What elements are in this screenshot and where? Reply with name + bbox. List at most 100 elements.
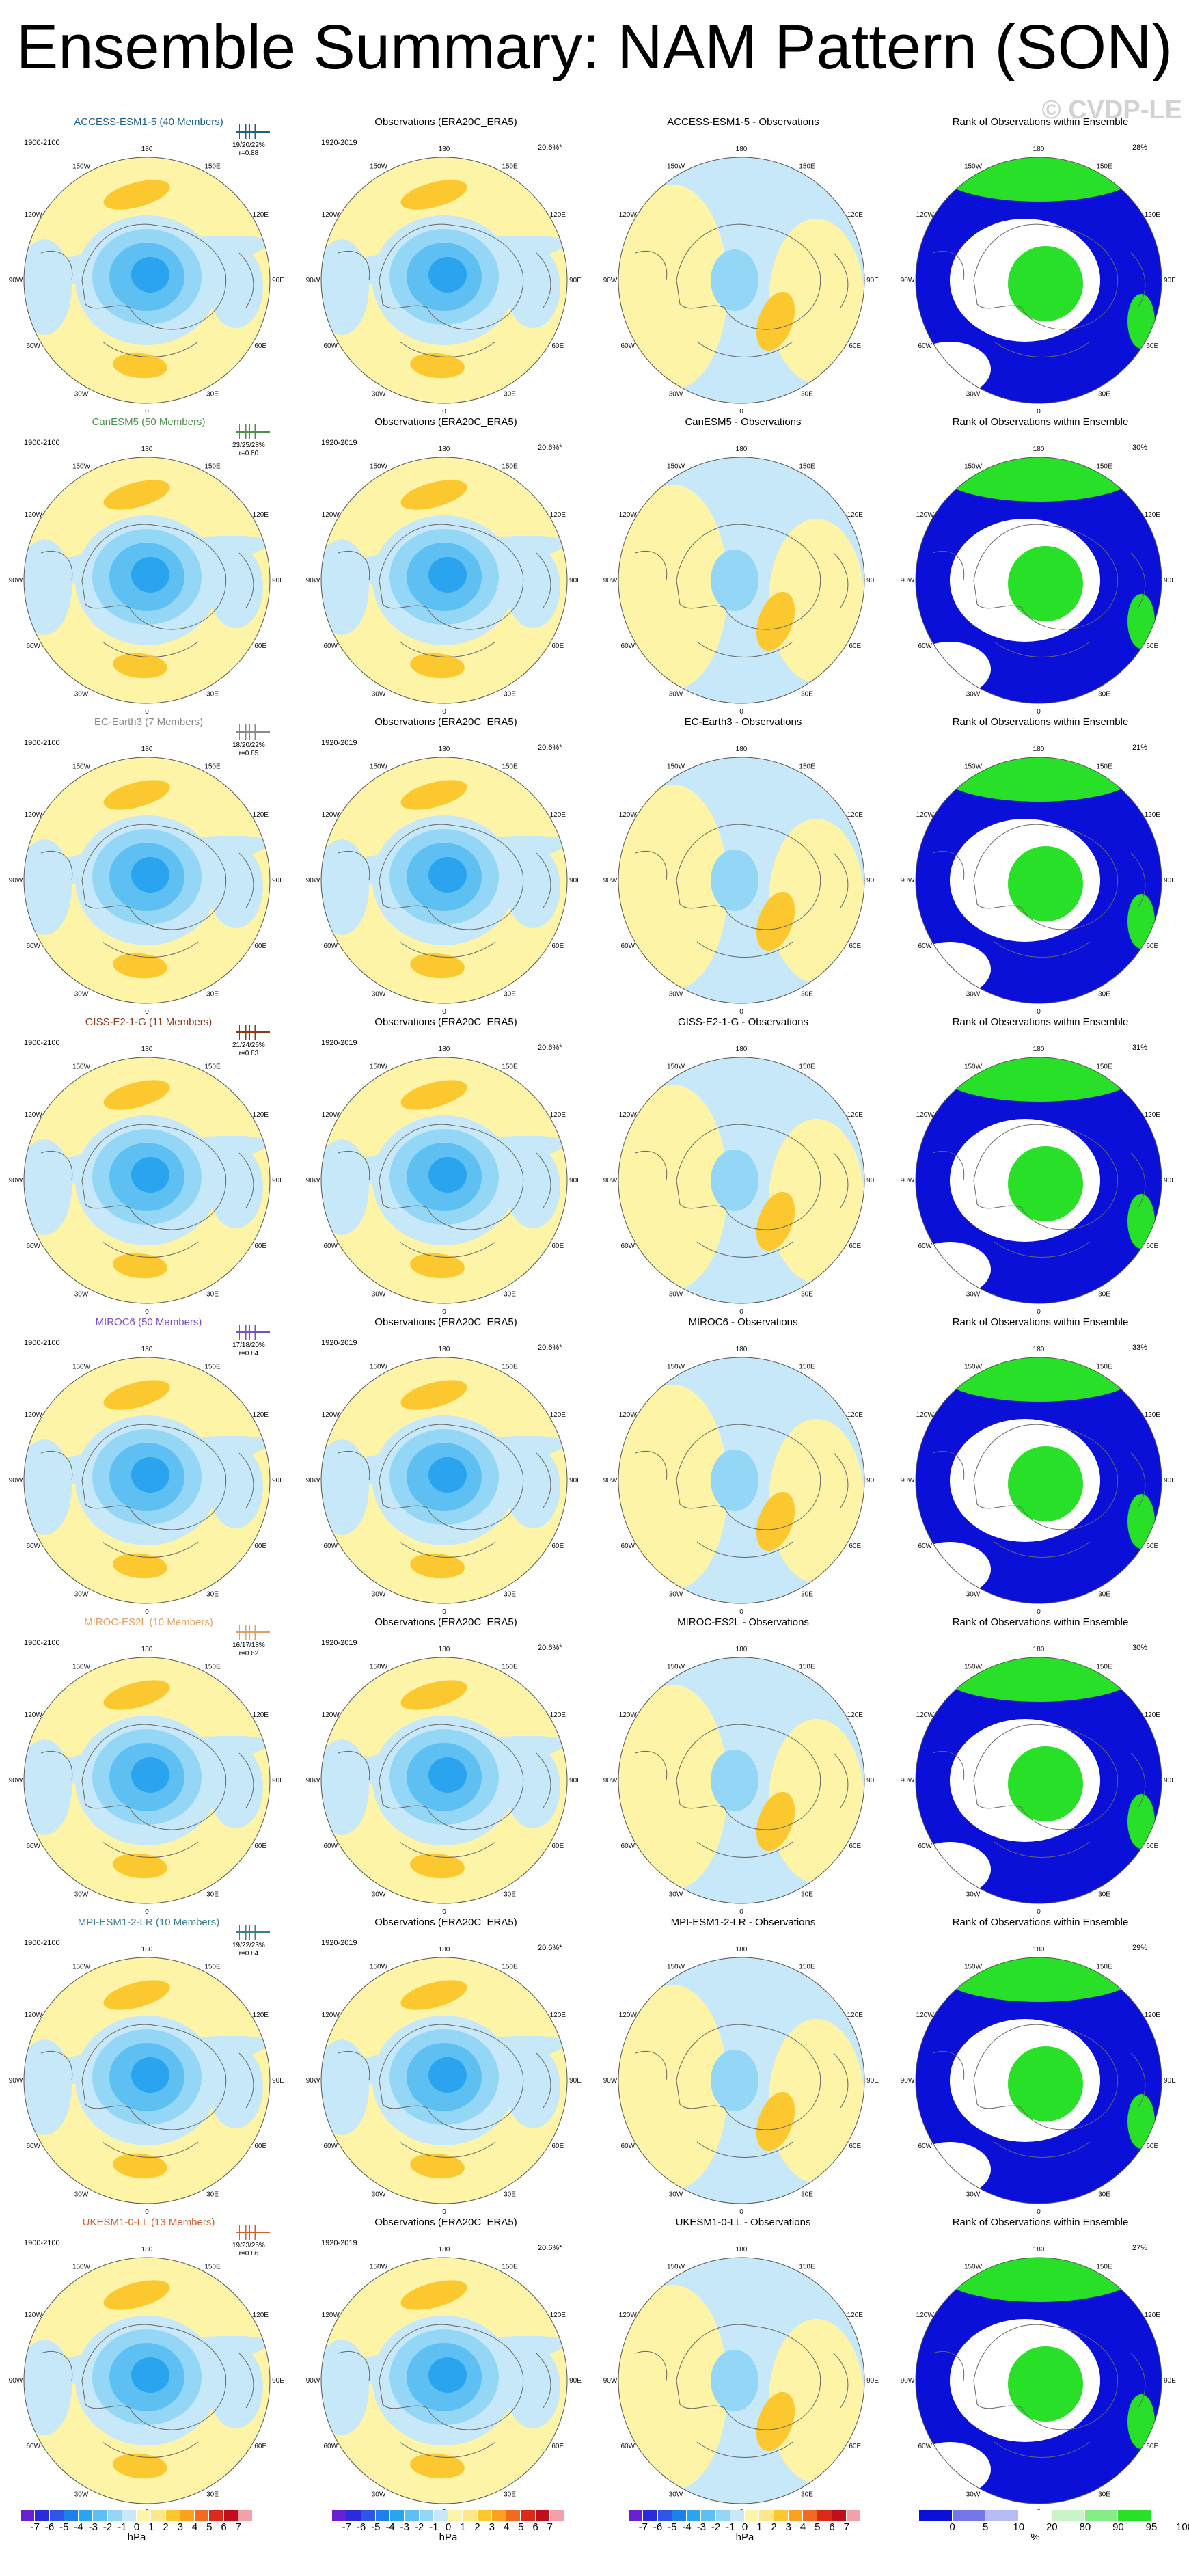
lon-label-e120: 120E — [550, 811, 566, 819]
lon-label-e90: 90E — [272, 2377, 284, 2385]
whisker-plot — [236, 124, 270, 139]
lon-label-w30: 30W — [669, 2491, 683, 2498]
map-diff: 180 150E 120E 90E 60E 30E 0 30W 60W 90W 120W 150W — [603, 1046, 879, 1316]
colorbar-swatch — [332, 2510, 347, 2521]
lon-label-w30: 30W — [74, 690, 89, 698]
lon-label-zero: 0 — [739, 1608, 743, 1616]
lon-label-w60: 60W — [323, 943, 338, 950]
map-field — [24, 1657, 270, 1903]
lon-label-e60: 60E — [254, 1843, 266, 1850]
panel-obs: 180 150E 120E 90E 60E 30E 0 30W 60W 90W 120W 150W 19… — [297, 1016, 594, 1317]
lon-label-e90: 90E — [569, 277, 582, 284]
stats-pct: 23/25/28% — [232, 442, 265, 449]
colorbar-swatch — [405, 2510, 420, 2521]
map-field — [321, 1957, 567, 2204]
colorbar-swatch — [35, 2510, 50, 2521]
lon-label-e30: 30E — [1098, 690, 1110, 698]
lon-label-e30: 30E — [801, 690, 813, 698]
map-field — [24, 1957, 270, 2204]
anomaly-negative — [711, 2350, 758, 2411]
lon-label-w90: 90W — [306, 1777, 320, 1785]
explained-variance: 20.6%* — [538, 1944, 562, 1952]
lon-label-e30: 30E — [206, 1290, 219, 1298]
coastline-outline — [40, 2024, 254, 2158]
colorbar-unit: hPa — [439, 2532, 458, 2543]
anomaly-positive-pacific — [103, 180, 170, 210]
lon-label-w150: 150W — [667, 1063, 685, 1071]
rank-green-region — [1008, 546, 1083, 621]
lon-label-w90: 90W — [306, 277, 320, 284]
stats-pct: 17/18/20% — [232, 1342, 265, 1349]
rank-title: Rank of Observations within Ensemble — [952, 2216, 1129, 2228]
anomaly-negative-core — [131, 857, 169, 893]
lon-label-e90: 90E — [272, 277, 284, 284]
variance-stats: 21/24/26% r=0.83 — [232, 1042, 265, 1058]
colorbar-swatch — [672, 2510, 687, 2521]
lon-label-e150: 150E — [1096, 1964, 1112, 1971]
colorbar-swatch — [491, 2510, 506, 2521]
lon-label-e120: 120E — [253, 2311, 269, 2319]
panel-model: 180150E120E90E60E30E030W60W90W120W150W19… — [0, 2216, 297, 2517]
map-boundary — [618, 1057, 865, 1304]
map-field — [916, 157, 1162, 403]
lon-label-w60: 60W — [26, 1843, 40, 1850]
panel-diff: 180150E120E90E60E30E030W60W90W120W150WUK… — [594, 2216, 892, 2517]
lon-label-e150: 150E — [1096, 763, 1112, 771]
lon-label-w90: 90W — [603, 2377, 618, 2385]
rank-green-region — [1008, 1446, 1083, 1521]
colorbar-swatch — [433, 2510, 448, 2521]
colorbar-swatch — [419, 2510, 434, 2521]
lon-label-zero: 0 — [739, 2208, 743, 2216]
lon-label-e90: 90E — [866, 1177, 879, 1184]
anomaly-negative-band — [321, 2039, 369, 2135]
anomaly-positive-atlantic — [410, 353, 465, 379]
rank-white-patch — [916, 342, 991, 396]
anomaly-positive-strong — [756, 291, 795, 351]
lon-label-n180: 180 — [439, 1346, 450, 1353]
map-field — [321, 757, 567, 1003]
lon-label-w60: 60W — [26, 943, 40, 950]
lon-label-e60: 60E — [849, 2143, 861, 2150]
lon-label-n180: 180 — [439, 1646, 450, 1653]
lon-label-w150: 150W — [370, 763, 388, 771]
lon-label-n180: 180 — [736, 2246, 748, 2253]
lon-label-w120: 120W — [916, 1111, 935, 1119]
lon-label-e60: 60E — [1146, 642, 1158, 650]
colorbar-tick-label: -1 — [118, 2521, 127, 2533]
anomaly-positive-strong — [756, 891, 795, 951]
lon-label-w30: 30W — [669, 2191, 683, 2198]
lon-label-w90: 90W — [901, 2377, 915, 2385]
lon-label-e30: 30E — [206, 990, 219, 998]
colorbar-tick-label: 95 — [1145, 2521, 1158, 2533]
colorbar-tick-label: 0 — [133, 2521, 140, 2533]
colorbar-swatch — [952, 2510, 986, 2521]
lon-label-e120: 120E — [550, 511, 566, 519]
lon-label-w60: 60W — [620, 1843, 635, 1850]
map-boundary — [320, 157, 568, 404]
rank-green-region — [936, 1357, 1141, 1402]
map-rank: 180 150E 120E 90E 60E 30E 0 30W 60W 90W 120W 150W — [901, 146, 1177, 416]
coastline-outline — [932, 223, 1146, 357]
anomaly-negative — [711, 550, 758, 611]
lon-label-e30: 30E — [504, 690, 516, 698]
anomaly-negative-band — [321, 239, 369, 335]
lon-label-e60: 60E — [1146, 943, 1158, 950]
lon-label-e30: 30E — [504, 2491, 516, 2498]
rank-pct: 29% — [1132, 1944, 1148, 1952]
lon-label-w30: 30W — [372, 990, 386, 998]
anomaly-negative-core — [131, 557, 169, 593]
rank-title: Rank of Observations within Ensemble — [952, 1316, 1129, 1328]
lon-label-n180: 180 — [736, 1046, 748, 1053]
lon-label-e120: 120E — [1145, 1111, 1161, 1119]
lon-label-e30: 30E — [206, 2491, 219, 2498]
lon-label-w90: 90W — [9, 2077, 23, 2085]
map-field — [321, 1657, 567, 1903]
lon-label-n180: 180 — [439, 446, 450, 453]
colorbar-swatch — [1118, 2510, 1152, 2521]
lon-label-e150: 150E — [1096, 1364, 1112, 1371]
lon-label-e120: 120E — [550, 1711, 566, 1719]
diff-title: UKESM1-0-LL - Observations — [675, 2216, 811, 2228]
lon-label-e60: 60E — [254, 1543, 266, 1550]
lon-label-e120: 120E — [253, 811, 269, 819]
period-label: 1900-2100 — [24, 439, 60, 447]
